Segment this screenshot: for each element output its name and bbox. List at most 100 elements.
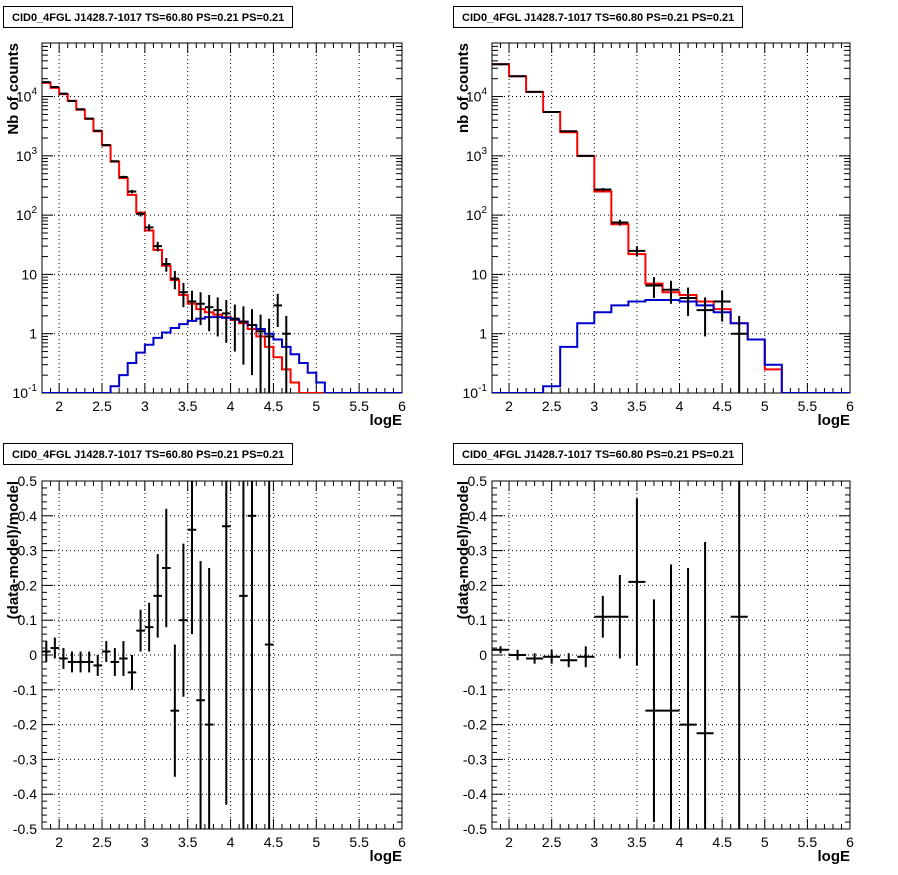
y-tick-label: -0.2 xyxy=(463,717,487,733)
data-point xyxy=(222,481,231,805)
data-point xyxy=(187,290,197,321)
data-point xyxy=(204,568,214,829)
y-tick-label: 0.4 xyxy=(18,508,38,524)
x-tick-label: 2.5 xyxy=(542,834,562,850)
x-tick-label: 4.5 xyxy=(264,834,284,850)
y-tick-label: 102 xyxy=(16,205,38,223)
x-tick-label: 2.5 xyxy=(92,834,112,850)
chart-svg-residual-left: 2 2.5 3 3.5 4 4.5 5 5.5 6 -0.5 -0.4 -0.3 -0.2 -0.1 0 0.… xyxy=(5,473,406,865)
y-tick-label: 0.3 xyxy=(18,543,38,559)
data-point xyxy=(93,655,102,676)
x-axis-label: logE xyxy=(818,412,851,429)
data-point xyxy=(256,314,265,393)
y-axis-label: (data-model)/model xyxy=(5,481,22,619)
y-tick-label: -0.5 xyxy=(13,821,37,837)
y-tick-label: 1 xyxy=(479,326,487,342)
y-axis-label: Nb of counts xyxy=(5,43,22,135)
axis-ticks xyxy=(42,480,403,830)
data-point xyxy=(170,644,180,777)
y-tick-label: 0.2 xyxy=(468,577,488,593)
x-tick-label: 3 xyxy=(141,398,149,414)
y-tick-label: 0.5 xyxy=(468,473,488,489)
data-point xyxy=(144,602,154,652)
y-tick-label: 104 xyxy=(16,87,38,105)
data-point xyxy=(696,541,714,829)
grid-lines xyxy=(492,43,850,393)
grid-lines xyxy=(42,43,402,393)
data-point xyxy=(213,297,222,337)
data-point xyxy=(84,651,94,673)
data-point xyxy=(153,241,162,252)
data-point xyxy=(187,481,197,635)
chart-title: CID0_4FGL J1428.7-1017 TS=60.80 PS=0.21 … xyxy=(453,443,744,465)
data-point xyxy=(611,574,629,659)
y-tick-label: 0.3 xyxy=(468,543,488,559)
x-tick-label: 6 xyxy=(846,398,854,414)
data-point xyxy=(230,304,240,352)
x-tick-label: 3.5 xyxy=(178,834,198,850)
data-point xyxy=(76,651,85,673)
data-point xyxy=(170,271,180,290)
x-tick-label: 4.5 xyxy=(712,834,732,850)
x-tick-label: 2 xyxy=(505,834,513,850)
data-point xyxy=(102,641,111,662)
x-tick-label: 6 xyxy=(398,834,406,850)
data-point xyxy=(273,293,282,327)
data-point xyxy=(713,290,731,322)
plot-frame xyxy=(491,42,851,394)
y-tick-label: -0.3 xyxy=(13,751,37,767)
x-tick-label: 2 xyxy=(505,398,513,414)
data-point xyxy=(196,561,205,829)
series-group xyxy=(42,81,402,393)
chart-panel-counts-left: 2 2.5 3 3.5 4 4.5 5 5.5 6 10-1 1 10 102 103 104 logE Nb … xyxy=(0,0,449,437)
y-tick-label: -0.4 xyxy=(463,786,487,802)
y-tick-label: 104 xyxy=(466,87,488,105)
y-tick-label: -0.2 xyxy=(13,717,37,733)
data-point xyxy=(67,651,77,673)
data-point xyxy=(119,175,128,179)
y-tick-label: 102 xyxy=(466,205,488,223)
data-point xyxy=(662,564,680,829)
y-tick-label: 10-1 xyxy=(463,383,488,401)
data-point xyxy=(492,646,510,654)
data-point xyxy=(162,508,171,628)
data-point xyxy=(560,653,578,668)
axis-ticks xyxy=(492,480,851,830)
chart-svg-residual-right: 2 2.5 3 3.5 4 4.5 5 5.5 6 -0.5 -0.4 -0.3 -0.2 -0.1 0 0.… xyxy=(455,473,854,865)
y-tick-label: 0.4 xyxy=(468,508,488,524)
series-group xyxy=(492,481,748,829)
data-point xyxy=(153,554,162,638)
data-point xyxy=(730,315,748,393)
data-point xyxy=(247,481,257,829)
data-point xyxy=(222,300,231,343)
chart-title: CID0_4FGL J1428.7-1017 TS=60.80 PS=0.21 … xyxy=(3,6,294,28)
data-point xyxy=(679,568,697,829)
data-point xyxy=(110,648,120,676)
y-tick-label: 0.1 xyxy=(468,612,488,628)
data-point xyxy=(239,481,248,829)
x-tick-label: 5 xyxy=(312,398,320,414)
chart-panel-counts-right: 2 2.5 3 3.5 4 4.5 5 5.5 6 10-1 1 10 102 103 104 logE nb … xyxy=(449,0,898,437)
data-point xyxy=(264,481,274,829)
x-tick-label: 5.5 xyxy=(349,834,369,850)
data-point xyxy=(247,309,257,376)
x-axis-label: logE xyxy=(370,848,403,865)
y-tick-label: 0 xyxy=(29,647,37,663)
x-tick-label: 3.5 xyxy=(178,398,198,414)
x-tick-label: 5.5 xyxy=(349,398,369,414)
data-point xyxy=(611,219,629,226)
chart-panel-residual-right: 2 2.5 3 3.5 4 4.5 5 5.5 6 -0.5 -0.4 -0.3 -0.2 -0.1 0 0.… xyxy=(449,437,898,875)
chart-title: CID0_4FGL J1428.7-1017 TS=60.80 PS=0.21 … xyxy=(3,443,294,465)
x-tick-label: 6 xyxy=(846,834,854,850)
source-model-line xyxy=(492,299,850,393)
data-point xyxy=(136,609,145,652)
data-point xyxy=(662,280,680,304)
x-tick-label: 3 xyxy=(590,398,598,414)
y-tick-label: 10 xyxy=(21,266,37,282)
y-tick-label: 0.1 xyxy=(18,612,38,628)
data-point xyxy=(93,129,102,132)
source-model-line xyxy=(42,316,402,393)
data-point xyxy=(42,641,51,662)
x-tick-label: 2 xyxy=(55,398,63,414)
y-tick-label: 0.5 xyxy=(18,473,38,489)
